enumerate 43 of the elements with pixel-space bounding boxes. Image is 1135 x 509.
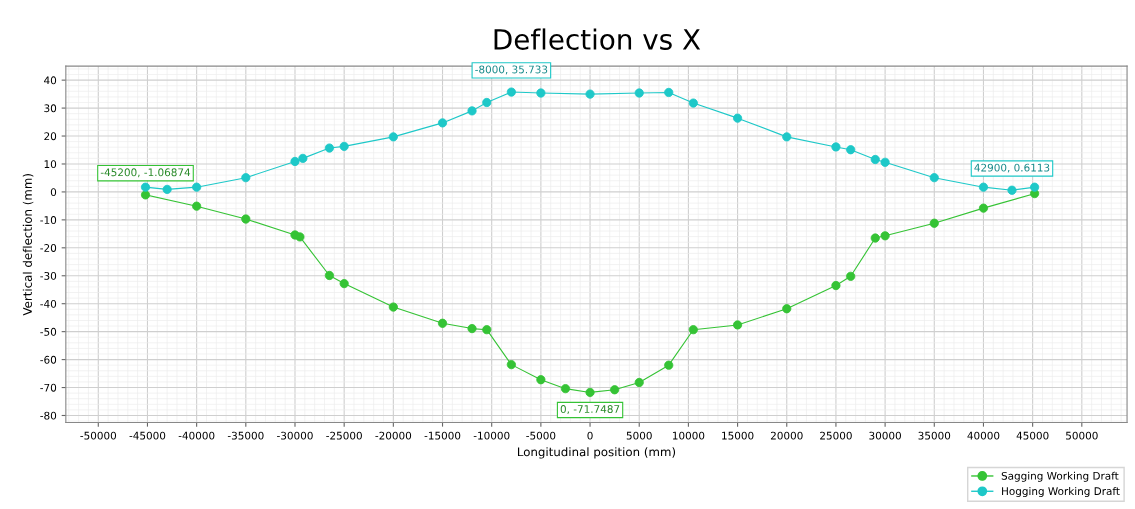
legend-label: Hogging Working Draft [1002, 487, 1120, 498]
x-tick-label: -20000 [375, 431, 412, 440]
y-axis-title: Vertical deflection (mm) [22, 174, 34, 316]
y-tick-label: -60 [40, 355, 57, 364]
x-tick-label: 45000 [1016, 431, 1049, 440]
y-tick-label: -30 [40, 271, 57, 280]
x-tick-label: -40000 [178, 431, 215, 440]
y-tick-label: -50 [40, 327, 57, 336]
x-tick-label: -5000 [526, 431, 556, 440]
y-tick-label: -70 [40, 383, 57, 392]
annotation: 0, -71.7487 [560, 405, 620, 415]
y-tick-label: 0 [50, 188, 57, 197]
y-tick-label: 10 [44, 160, 57, 169]
x-tick-label: 50000 [1066, 431, 1098, 440]
x-tick-label: 10000 [672, 431, 705, 440]
x-tick-label: -45000 [129, 431, 166, 440]
x-tick-label: -10000 [473, 431, 510, 440]
x-tick-label: -25000 [326, 431, 362, 440]
y-tick-label: 30 [44, 104, 57, 113]
x-axis-title: Longitudinal position (mm) [518, 447, 676, 459]
x-tick-label: -15000 [424, 431, 461, 440]
y-tick-label: 20 [44, 132, 57, 141]
y-tick-label: -80 [40, 411, 57, 420]
x-tick-label: 15000 [722, 431, 754, 440]
x-tick-label: 0 [587, 431, 593, 440]
x-tick-label: 35000 [918, 431, 951, 440]
x-tick-label: 5000 [626, 431, 652, 440]
chart-title: Deflection vs X [494, 28, 701, 50]
x-tick-label: 30000 [869, 431, 901, 440]
x-tick-label: 40000 [967, 431, 1000, 440]
x-tick-label: 20000 [770, 431, 803, 440]
y-tick-label: -20 [40, 244, 57, 252]
x-tick-label: 25000 [820, 431, 852, 440]
x-tick-label: -50000 [80, 431, 117, 440]
legend-label: Sagging Working Draft [1001, 471, 1119, 482]
y-tick-label: 40 [44, 76, 57, 85]
x-tick-label: -35000 [227, 431, 264, 440]
y-tick-label: -40 [40, 299, 57, 308]
annotation: 42900, 0.6113 [974, 163, 1050, 173]
y-tick-label: -10 [40, 216, 57, 224]
annotation: -45200, -1.06874 [100, 168, 191, 178]
annotation: -8000, 35.733 [475, 65, 548, 75]
x-tick-label: -30000 [277, 431, 313, 440]
